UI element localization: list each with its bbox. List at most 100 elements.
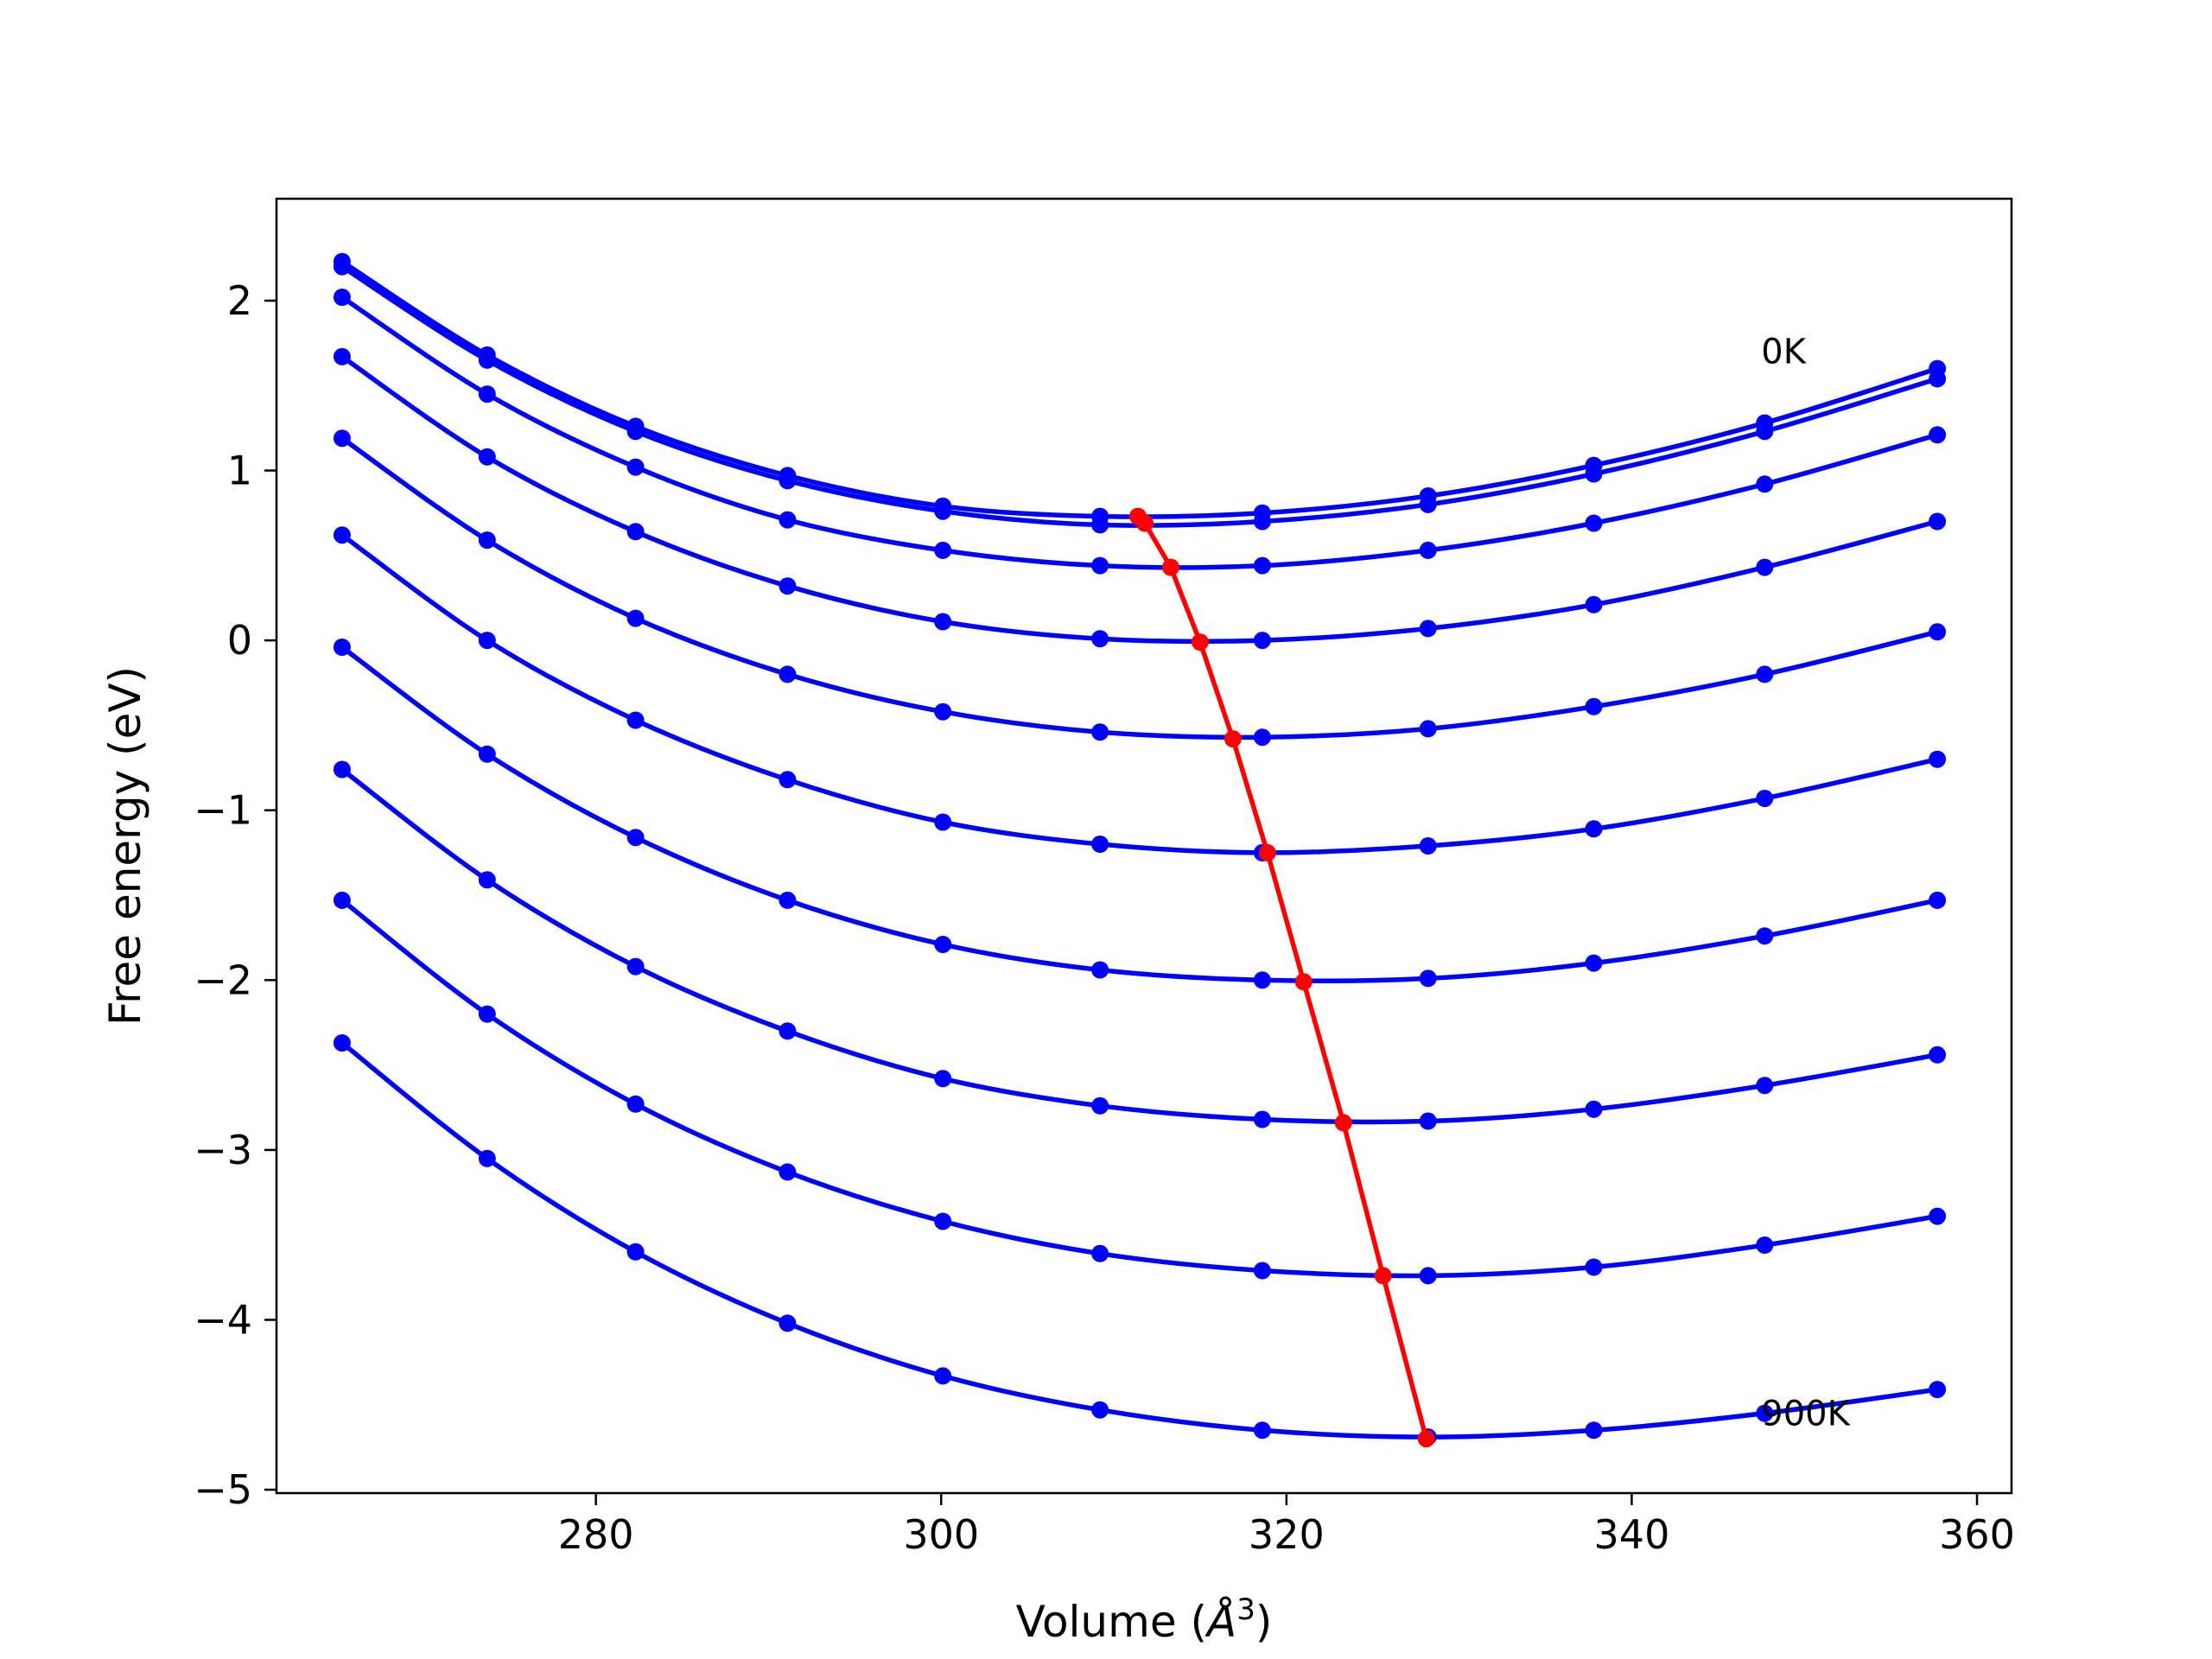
data-point: [779, 771, 797, 789]
data-point: [626, 711, 645, 729]
data-point: [333, 289, 351, 306]
data-point: [1585, 820, 1603, 838]
data-point: [1091, 556, 1109, 575]
y-tick-label: −1: [194, 787, 252, 834]
data-point: [1419, 495, 1437, 513]
x-tick-label: 280: [558, 1511, 634, 1558]
minimum-point: [1258, 843, 1276, 861]
data-point: [1091, 1401, 1109, 1419]
y-tick-label: 2: [227, 277, 252, 324]
data-point: [1253, 1110, 1271, 1128]
data-point: [1585, 595, 1603, 613]
data-point: [1929, 1207, 1947, 1225]
data-point: [478, 351, 496, 369]
data-point: [1419, 837, 1437, 855]
data-point: [1091, 1244, 1109, 1262]
y-tick-label: −2: [194, 957, 252, 1003]
minimum-point: [1136, 514, 1154, 532]
data-point: [1419, 1267, 1437, 1285]
data-point: [626, 423, 645, 441]
x-axis-label-exponent: 3: [1236, 1592, 1255, 1627]
curve-annotation: 900K: [1761, 1394, 1851, 1433]
minimum-point: [1162, 558, 1179, 576]
x-tick-label: 320: [1249, 1511, 1325, 1558]
x-axis: 280 300 320 340 360: [558, 1493, 2015, 1558]
data-point: [779, 1022, 797, 1040]
data-point: [626, 1243, 645, 1261]
data-point: [1756, 927, 1774, 945]
data-point: [478, 448, 496, 466]
data-point: [1091, 1096, 1109, 1115]
data-point: [779, 472, 797, 490]
data-point: [1756, 423, 1774, 441]
data-point: [1929, 1381, 1947, 1399]
data-point: [1585, 1421, 1603, 1440]
data-point: [1419, 1112, 1437, 1130]
data-point: [779, 891, 797, 909]
isotherm-series-2: [333, 289, 1947, 575]
data-point: [1091, 516, 1109, 534]
data-point: [333, 891, 351, 909]
x-axis-label-close: ): [1255, 1597, 1273, 1647]
data-point: [1929, 750, 1947, 768]
data-point: [1253, 556, 1271, 575]
isotherm-series-7: [333, 760, 1947, 1130]
x-tick-label: 340: [1594, 1511, 1670, 1558]
data-point: [934, 541, 952, 559]
minimum-point: [1334, 1114, 1352, 1132]
data-point: [333, 257, 351, 276]
data-point: [1253, 1262, 1271, 1280]
y-axis: −5 −4 −3 −2 −1 0 1 2: [194, 277, 276, 1513]
y-tick-label: −5: [194, 1466, 252, 1513]
data-point: [1585, 465, 1603, 483]
data-point: [1929, 623, 1947, 641]
data-point: [333, 639, 351, 656]
data-point: [934, 813, 952, 831]
data-point: [1756, 1077, 1774, 1095]
data-point: [1419, 620, 1437, 638]
data-point: [1929, 426, 1947, 444]
minimum-point: [1224, 730, 1242, 748]
minimum-point: [1191, 633, 1209, 652]
annotations: 0K 900K: [1761, 333, 1851, 1434]
data-point: [1253, 728, 1271, 747]
x-tick-label: 300: [903, 1511, 979, 1558]
data-point: [1929, 891, 1947, 909]
data-point: [626, 609, 645, 627]
data-point: [626, 458, 645, 476]
plot-area: [333, 252, 1947, 1448]
data-point: [1253, 971, 1271, 989]
isotherm-series-6: [333, 639, 1947, 989]
data-point: [934, 1367, 952, 1385]
data-point: [626, 957, 645, 976]
data-point: [779, 1163, 797, 1181]
y-tick-label: −4: [194, 1296, 252, 1343]
data-point: [934, 613, 952, 631]
data-point: [1091, 723, 1109, 741]
isotherm-series-5: [333, 526, 1947, 861]
data-point: [779, 665, 797, 683]
x-tick-label: 360: [1939, 1511, 2015, 1558]
isotherm-series-1: [333, 257, 1947, 534]
minimum-energy-line: [1136, 514, 1429, 1440]
y-axis-label: Free energy (eV): [100, 666, 150, 1026]
minimum-energy-series: [1129, 507, 1435, 1448]
data-point: [1929, 512, 1947, 531]
x-axis-label: Volume (Å3): [1016, 1592, 1273, 1647]
data-point: [934, 702, 952, 721]
data-point: [1253, 632, 1271, 650]
data-point: [478, 871, 496, 889]
data-point: [1419, 720, 1437, 738]
data-point: [1756, 1236, 1774, 1254]
data-point: [1929, 1046, 1947, 1064]
data-point: [1253, 1421, 1271, 1440]
isotherm-series-4: [333, 429, 1947, 747]
data-point: [1585, 954, 1603, 972]
data-point: [1091, 961, 1109, 979]
data-point: [626, 523, 645, 541]
data-point: [478, 1005, 496, 1023]
data-point: [333, 429, 351, 448]
data-point: [333, 347, 351, 365]
isotherm-series-3: [333, 347, 1947, 650]
